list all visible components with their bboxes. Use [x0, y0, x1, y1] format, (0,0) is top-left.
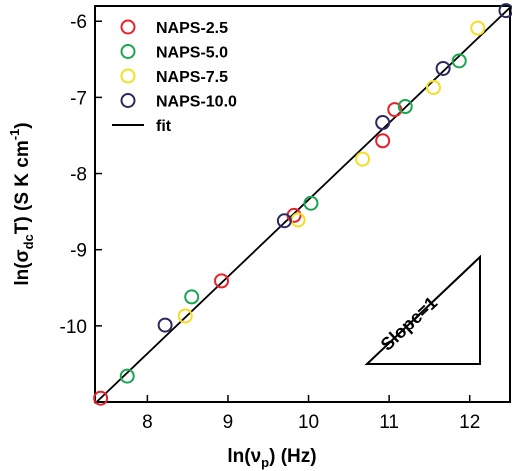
data-point-series-3	[355, 151, 371, 167]
legend-label: NAPS-5.0	[156, 45, 228, 62]
y-axis-title: ln(σdcT) (S K cm-1)	[7, 122, 36, 285]
data-point-series-2	[451, 53, 467, 69]
legend-label: NAPS-10.0	[156, 94, 237, 111]
points-layer	[93, 3, 512, 406]
y-tick-label: -7	[70, 88, 87, 109]
data-point-series-4	[435, 60, 451, 76]
fit-layer	[94, 6, 511, 405]
slope-annotation: Slope=1	[377, 293, 441, 355]
y-axis-title-tail: T) (S K cm	[12, 140, 33, 234]
x-axis-title: ln(νp) (Hz)	[227, 446, 316, 470]
y-tick-label: -9	[70, 241, 87, 262]
plot-frame	[94, 5, 511, 403]
y-tick-label: -6	[70, 12, 87, 33]
data-point-series-1	[375, 133, 391, 149]
legend-marker	[120, 19, 136, 35]
x-tick-label: 9	[223, 412, 234, 433]
plot-area: 8 9 10 11 12 -10 -9 -8 -7 -6	[60, 3, 512, 433]
x-axis-title-main: ln(ν	[227, 446, 261, 467]
data-point-series-3	[470, 20, 486, 36]
data-point-series-3	[425, 79, 441, 95]
x-tick-label: 10	[298, 412, 319, 433]
y-axis-title-close: )	[12, 122, 33, 128]
x-tick-label: 12	[459, 412, 480, 433]
data-point-series-4	[498, 3, 512, 19]
data-point-series-2	[303, 195, 319, 211]
legend-marker	[120, 93, 136, 108]
data-point-series-4	[276, 213, 292, 229]
y-axis-title-main: ln(σ	[12, 249, 33, 285]
slope-triangle-shape	[364, 254, 481, 365]
y-axis-title-sup: -1	[7, 129, 22, 141]
x-tick-label: 11	[379, 412, 399, 433]
y-axis-ticks: -10 -9 -8 -7 -6	[60, 12, 102, 338]
fit-line	[94, 6, 511, 405]
x-axis-title-tail: ) (Hz)	[269, 446, 316, 467]
legend: NAPS-2.5 NAPS-5.0 NAPS-7.5 NAPS-10.0 fit	[112, 19, 237, 135]
data-point-series-4	[375, 115, 391, 131]
data-point-series-4	[157, 317, 173, 333]
data-point-series-2	[119, 368, 135, 384]
y-tick-label: -8	[70, 165, 87, 186]
legend-marker	[120, 44, 136, 59]
data-point-series-1	[387, 102, 403, 118]
y-axis-title-sub: dc	[21, 234, 36, 249]
slope-triangle: Slope=1	[364, 254, 481, 365]
y-tick-label: -10	[60, 317, 87, 338]
data-point-series-1	[93, 390, 109, 406]
data-point-series-2	[184, 289, 200, 305]
x-tick-label: 8	[142, 412, 153, 433]
data-point-series-1	[214, 273, 230, 289]
legend-label: NAPS-2.5	[156, 20, 228, 37]
data-point-series-3	[177, 308, 193, 324]
x-axis-ticks: 8 9 10 11 12	[142, 395, 480, 433]
legend-label: NAPS-7.5	[156, 69, 228, 86]
x-axis-title-sub: p	[261, 455, 269, 470]
legend-marker	[120, 68, 136, 84]
data-point-series-2	[397, 99, 413, 115]
legend-label: fit	[156, 118, 172, 135]
